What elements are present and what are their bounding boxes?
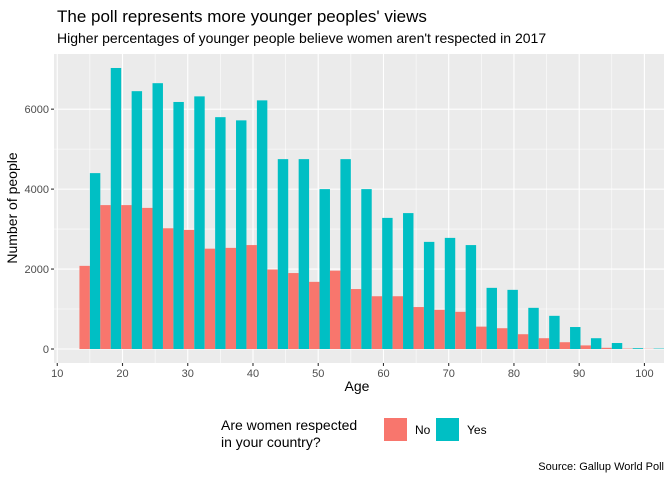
bar-yes [131, 91, 143, 350]
bar-yes [528, 307, 539, 350]
bar-no [100, 205, 111, 350]
bar-no [601, 347, 612, 350]
bar-yes [298, 159, 310, 350]
x-tick-label: 60 [377, 368, 389, 380]
x-axis: 10 20 30 40 50 60 70 80 90 100 [51, 363, 654, 380]
bar-yes [382, 217, 393, 350]
bar-no [434, 309, 445, 350]
bar-yes [173, 101, 184, 350]
chart-caption: Source: Gallup World Poll [538, 461, 664, 473]
bar-no [204, 248, 216, 350]
bar-yes [215, 117, 226, 350]
bar-yes [89, 173, 101, 350]
bar-no [267, 269, 278, 350]
legend-label-yes: Yes [467, 423, 487, 437]
bar-no [79, 265, 90, 350]
bar-no [413, 307, 424, 350]
chart-subtitle: Higher percentages of younger people bel… [57, 30, 546, 46]
y-tick-label: 4000 [25, 184, 49, 196]
bar-yes [340, 159, 351, 350]
bar-yes [403, 213, 414, 350]
bar-no [392, 296, 404, 350]
bar-no [476, 326, 487, 350]
bar-no [142, 207, 153, 350]
x-tick-label: 80 [508, 368, 520, 380]
legend: Are women respected in your country? No … [221, 417, 487, 450]
bar-yes [549, 315, 560, 350]
bar-no [455, 311, 466, 350]
y-axis-label: Number of people [4, 152, 20, 264]
bar-yes [319, 189, 330, 350]
bar-no [517, 334, 529, 350]
bar-no [496, 328, 508, 350]
bar-yes [611, 343, 623, 350]
x-axis-label: Age [345, 378, 370, 394]
bar-yes [277, 159, 289, 350]
bar-yes [194, 96, 205, 350]
y-tick-label: 0 [43, 344, 49, 356]
bar-no [162, 228, 174, 350]
bar-no [350, 289, 362, 350]
bar-no [309, 281, 320, 350]
bar-yes [110, 67, 122, 350]
bar-no [559, 342, 571, 350]
bar-yes [444, 237, 456, 350]
bar-no [288, 273, 299, 350]
x-tick-label: 50 [312, 368, 324, 380]
chart-title: The poll represents more younger peoples… [57, 7, 427, 26]
x-tick-label: 20 [116, 368, 128, 380]
bar-no [538, 338, 550, 350]
bar-yes [423, 241, 435, 350]
x-tick-label: 100 [635, 368, 653, 380]
y-tick-label: 6000 [25, 104, 49, 116]
bar-yes [236, 120, 247, 350]
bar-yes [570, 327, 581, 350]
legend-title-line-1: Are women respected [221, 417, 357, 433]
bar-no [121, 205, 132, 350]
bar-yes [152, 83, 163, 350]
bar-no [580, 345, 591, 350]
bar-no [183, 229, 195, 350]
bar-yes [590, 338, 602, 350]
x-tick-label: 70 [443, 368, 455, 380]
x-tick-label: 90 [573, 368, 585, 380]
bar-yes [486, 287, 497, 350]
bar-yes [256, 100, 268, 350]
bar-no [371, 296, 383, 350]
bar-no [329, 270, 341, 350]
legend-key-no [384, 418, 407, 441]
bar-yes [632, 348, 644, 350]
legend-title-line-2: in your country? [221, 434, 321, 450]
bar-yes [507, 289, 518, 350]
x-tick-label: 40 [247, 368, 259, 380]
y-tick-label: 2000 [25, 264, 49, 276]
x-tick-label: 30 [182, 368, 194, 380]
y-axis: 0 2000 4000 6000 [25, 104, 54, 356]
bar-yes [361, 189, 372, 350]
bars [79, 67, 664, 350]
legend-label-no: No [415, 423, 431, 437]
bar-no [246, 245, 257, 350]
bar-no [225, 247, 237, 350]
bar-yes [465, 245, 477, 350]
x-tick-label: 10 [51, 368, 63, 380]
legend-key-yes [436, 418, 459, 441]
